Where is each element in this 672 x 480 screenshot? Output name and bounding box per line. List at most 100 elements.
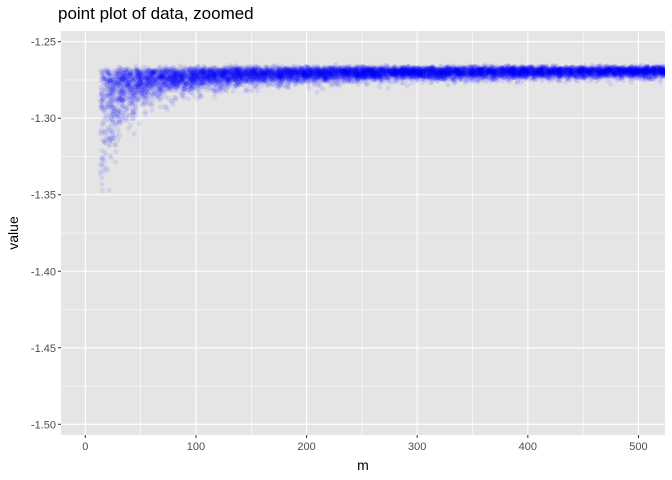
data-point bbox=[247, 74, 253, 80]
data-point bbox=[623, 69, 630, 75]
data-point bbox=[598, 62, 604, 68]
data-point bbox=[397, 70, 403, 76]
data-point bbox=[599, 73, 605, 79]
data-point bbox=[315, 66, 321, 72]
data-point bbox=[183, 66, 189, 72]
data-point bbox=[185, 96, 191, 102]
data-point bbox=[230, 88, 236, 94]
data-point bbox=[149, 81, 155, 87]
data-point bbox=[459, 64, 466, 70]
data-point bbox=[229, 65, 235, 71]
data-point bbox=[195, 73, 201, 80]
data-point bbox=[455, 72, 461, 78]
data-point bbox=[133, 78, 139, 85]
data-point bbox=[230, 76, 236, 82]
data-point bbox=[237, 74, 243, 80]
data-point bbox=[648, 72, 655, 78]
data-point bbox=[500, 71, 506, 77]
data-point bbox=[604, 78, 611, 84]
data-point bbox=[188, 75, 194, 81]
data-point bbox=[539, 67, 545, 73]
data-point bbox=[157, 74, 163, 80]
data-point bbox=[525, 77, 531, 83]
data-point bbox=[165, 84, 172, 90]
data-point bbox=[268, 68, 274, 74]
data-point bbox=[107, 73, 113, 79]
data-point bbox=[336, 65, 342, 71]
data-point bbox=[556, 67, 562, 73]
data-point bbox=[326, 72, 333, 78]
data-point bbox=[279, 80, 285, 86]
data-point bbox=[322, 72, 328, 78]
data-point bbox=[658, 68, 664, 74]
data-point bbox=[476, 70, 482, 76]
major-gridlines bbox=[61, 31, 665, 435]
data-point bbox=[455, 74, 461, 80]
data-points bbox=[97, 62, 665, 194]
data-point bbox=[124, 95, 130, 102]
data-point bbox=[302, 77, 308, 83]
data-point bbox=[354, 68, 360, 75]
data-point bbox=[126, 94, 132, 100]
data-point bbox=[151, 74, 157, 80]
data-point bbox=[650, 65, 656, 71]
data-point bbox=[445, 82, 451, 88]
data-point bbox=[174, 80, 181, 86]
minor-gridlines bbox=[61, 31, 665, 435]
data-point bbox=[490, 63, 496, 70]
data-point bbox=[524, 71, 530, 77]
data-point bbox=[376, 84, 382, 90]
data-point bbox=[242, 88, 248, 94]
data-point bbox=[363, 70, 369, 77]
data-point bbox=[112, 159, 118, 165]
data-point bbox=[416, 70, 422, 77]
data-point bbox=[646, 75, 653, 81]
data-point bbox=[535, 66, 541, 72]
data-point bbox=[232, 71, 238, 77]
data-point bbox=[182, 72, 188, 78]
data-point bbox=[483, 67, 489, 73]
data-point bbox=[262, 74, 268, 80]
data-point bbox=[466, 70, 472, 76]
data-point bbox=[486, 69, 492, 75]
data-point bbox=[99, 157, 105, 163]
data-point bbox=[356, 64, 362, 70]
data-point bbox=[616, 67, 622, 73]
data-point bbox=[225, 67, 231, 73]
data-point bbox=[321, 78, 327, 84]
data-point bbox=[194, 96, 200, 102]
data-point bbox=[328, 71, 334, 77]
data-point bbox=[320, 86, 326, 92]
data-point bbox=[648, 68, 655, 74]
data-point bbox=[118, 78, 124, 84]
data-point bbox=[557, 77, 563, 83]
data-point bbox=[233, 72, 239, 78]
data-point bbox=[361, 73, 367, 79]
data-point bbox=[99, 188, 105, 194]
data-point bbox=[253, 73, 259, 79]
data-point bbox=[149, 107, 155, 113]
data-point bbox=[437, 66, 443, 72]
data-point bbox=[400, 68, 406, 74]
data-point bbox=[108, 155, 114, 161]
data-point bbox=[350, 66, 356, 73]
data-point bbox=[181, 70, 188, 77]
data-point bbox=[169, 79, 175, 85]
data-point bbox=[185, 71, 191, 77]
data-point bbox=[662, 65, 665, 71]
data-point bbox=[471, 64, 477, 70]
data-point bbox=[611, 67, 617, 73]
data-point bbox=[624, 71, 630, 78]
data-point bbox=[648, 69, 654, 75]
data-point bbox=[183, 81, 189, 87]
data-point bbox=[371, 76, 378, 82]
data-point bbox=[515, 70, 521, 76]
data-point bbox=[627, 70, 633, 76]
data-point bbox=[147, 75, 153, 81]
data-point bbox=[332, 67, 338, 73]
data-point bbox=[103, 90, 109, 96]
data-point bbox=[433, 71, 439, 77]
data-point bbox=[453, 67, 459, 73]
